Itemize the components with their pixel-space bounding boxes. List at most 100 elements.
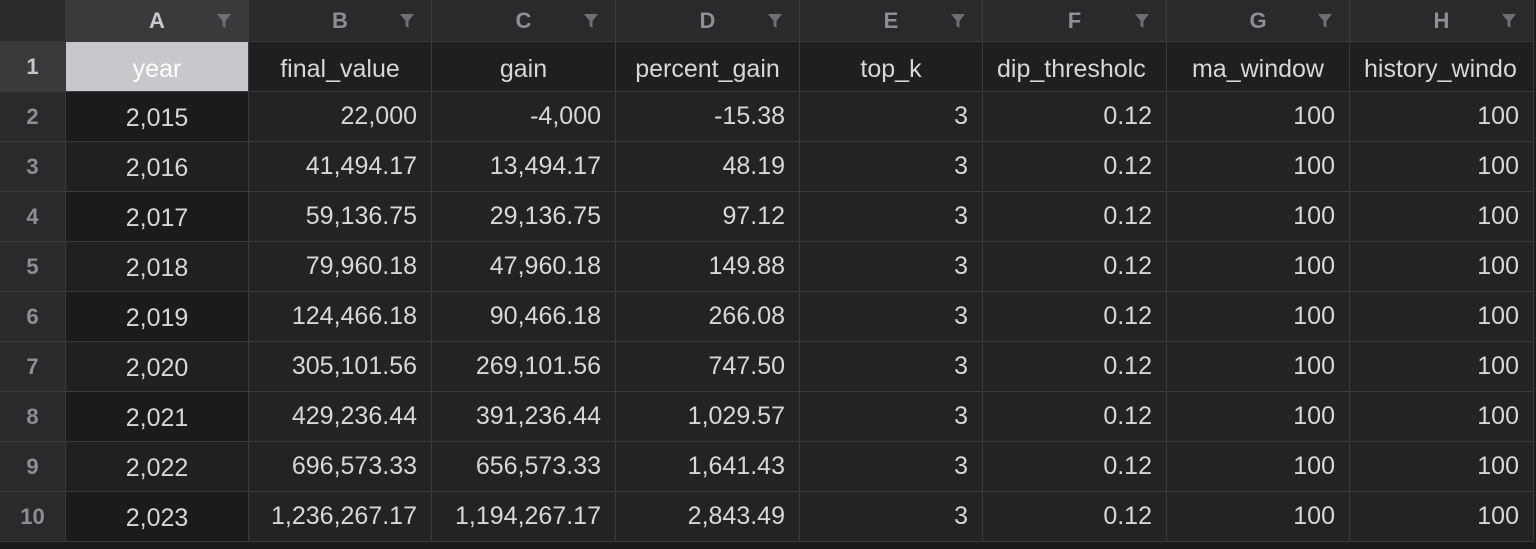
table-cell[interactable]: 100 — [1350, 342, 1534, 392]
table-cell[interactable]: 124,466.18 — [249, 292, 432, 342]
table-cell[interactable]: 48.19 — [616, 142, 800, 192]
table-cell[interactable]: 100 — [1350, 492, 1534, 542]
table-cell[interactable]: 429,236.44 — [249, 392, 432, 442]
table-cell[interactable]: 1,641.43 — [616, 442, 800, 492]
table-cell[interactable]: 3 — [800, 292, 983, 342]
table-cell[interactable]: 100 — [1167, 342, 1350, 392]
table-cell[interactable]: 0.12 — [983, 92, 1167, 142]
table-cell[interactable]: 747.50 — [616, 342, 800, 392]
table-cell[interactable]: 3 — [800, 392, 983, 442]
table-cell[interactable]: 100 — [1350, 392, 1534, 442]
table-cell[interactable]: 3 — [800, 242, 983, 292]
row-header[interactable]: 9 — [0, 442, 66, 492]
table-cell[interactable]: 0.12 — [983, 292, 1167, 342]
header-cell-d[interactable]: percent_gain — [616, 42, 800, 92]
table-cell[interactable]: 3 — [800, 192, 983, 242]
table-cell[interactable]: 0.12 — [983, 442, 1167, 492]
table-cell[interactable]: 22,000 — [249, 92, 432, 142]
table-cell[interactable]: 3 — [800, 342, 983, 392]
table-cell[interactable]: 2,017 — [66, 192, 249, 242]
table-cell[interactable]: 100 — [1167, 392, 1350, 442]
table-cell[interactable]: 2,023 — [66, 492, 249, 542]
table-cell[interactable]: 0.12 — [983, 392, 1167, 442]
table-cell[interactable]: 100 — [1167, 142, 1350, 192]
table-cell[interactable]: 2,020 — [66, 342, 249, 392]
filter-icon[interactable] — [399, 12, 415, 30]
table-cell[interactable]: 3 — [800, 142, 983, 192]
column-header-e[interactable]: E — [800, 0, 983, 42]
column-header-g[interactable]: G — [1167, 0, 1350, 42]
filter-icon[interactable] — [216, 12, 232, 30]
row-header[interactable]: 3 — [0, 142, 66, 192]
table-cell[interactable]: 2,018 — [66, 242, 249, 292]
filter-icon[interactable] — [1317, 12, 1333, 30]
header-cell-h[interactable]: history_windo — [1350, 42, 1534, 92]
table-cell[interactable]: 59,136.75 — [249, 192, 432, 242]
table-cell[interactable]: 2,015 — [66, 92, 249, 142]
table-cell[interactable]: 1,194,267.17 — [432, 492, 616, 542]
table-cell[interactable]: -4,000 — [432, 92, 616, 142]
filter-icon[interactable] — [1134, 12, 1150, 30]
table-cell[interactable]: 100 — [1350, 142, 1534, 192]
column-header-c[interactable]: C — [432, 0, 616, 42]
row-header[interactable]: 5 — [0, 242, 66, 292]
table-cell[interactable]: 2,843.49 — [616, 492, 800, 542]
header-cell-g[interactable]: ma_window — [1167, 42, 1350, 92]
row-header[interactable]: 10 — [0, 492, 66, 542]
table-cell[interactable]: 100 — [1350, 192, 1534, 242]
table-cell[interactable]: 100 — [1167, 242, 1350, 292]
table-cell[interactable]: 29,136.75 — [432, 192, 616, 242]
filter-icon[interactable] — [1501, 12, 1517, 30]
table-cell[interactable]: 656,573.33 — [432, 442, 616, 492]
table-cell[interactable]: 2,019 — [66, 292, 249, 342]
table-cell[interactable]: 3 — [800, 442, 983, 492]
column-header-f[interactable]: F — [983, 0, 1167, 42]
filter-icon[interactable] — [583, 12, 599, 30]
table-cell[interactable]: 0.12 — [983, 242, 1167, 292]
table-cell[interactable]: 79,960.18 — [249, 242, 432, 292]
table-cell[interactable]: 100 — [1167, 442, 1350, 492]
header-cell-b[interactable]: final_value — [249, 42, 432, 92]
table-cell[interactable]: 100 — [1350, 442, 1534, 492]
header-cell-f[interactable]: dip_thresholc — [983, 42, 1167, 92]
table-cell[interactable]: 0.12 — [983, 342, 1167, 392]
table-cell[interactable]: 47,960.18 — [432, 242, 616, 292]
table-cell[interactable]: 3 — [800, 492, 983, 542]
table-cell[interactable]: 266.08 — [616, 292, 800, 342]
table-cell[interactable]: 100 — [1167, 92, 1350, 142]
table-cell[interactable]: 1,236,267.17 — [249, 492, 432, 542]
table-cell[interactable]: 100 — [1167, 292, 1350, 342]
table-cell[interactable]: 100 — [1167, 492, 1350, 542]
table-cell[interactable]: 13,494.17 — [432, 142, 616, 192]
row-header[interactable]: 7 — [0, 342, 66, 392]
header-cell-e[interactable]: top_k — [800, 42, 983, 92]
table-cell[interactable]: 1,029.57 — [616, 392, 800, 442]
table-cell[interactable]: 2,022 — [66, 442, 249, 492]
table-cell[interactable]: -15.38 — [616, 92, 800, 142]
row-header-1[interactable]: 1 — [0, 42, 66, 92]
filter-icon[interactable] — [950, 12, 966, 30]
row-header[interactable]: 6 — [0, 292, 66, 342]
table-cell[interactable]: 2,016 — [66, 142, 249, 192]
row-header[interactable]: 2 — [0, 92, 66, 142]
table-cell[interactable]: 90,466.18 — [432, 292, 616, 342]
column-header-d[interactable]: D — [616, 0, 800, 42]
table-cell[interactable]: 41,494.17 — [249, 142, 432, 192]
column-header-a[interactable]: A — [66, 0, 249, 42]
table-cell[interactable]: 0.12 — [983, 492, 1167, 542]
table-cell[interactable]: 269,101.56 — [432, 342, 616, 392]
table-cell[interactable]: 149.88 — [616, 242, 800, 292]
table-cell[interactable]: 3 — [800, 92, 983, 142]
header-cell-c[interactable]: gain — [432, 42, 616, 92]
table-cell[interactable]: 0.12 — [983, 192, 1167, 242]
header-cell-a[interactable]: year — [66, 42, 249, 92]
table-cell[interactable]: 696,573.33 — [249, 442, 432, 492]
column-header-h[interactable]: H — [1350, 0, 1534, 42]
table-cell[interactable]: 100 — [1350, 242, 1534, 292]
row-header[interactable]: 4 — [0, 192, 66, 242]
table-cell[interactable]: 100 — [1350, 92, 1534, 142]
table-cell[interactable]: 2,021 — [66, 392, 249, 442]
select-all-corner[interactable] — [0, 0, 66, 42]
table-cell[interactable]: 100 — [1350, 292, 1534, 342]
row-header[interactable]: 8 — [0, 392, 66, 442]
